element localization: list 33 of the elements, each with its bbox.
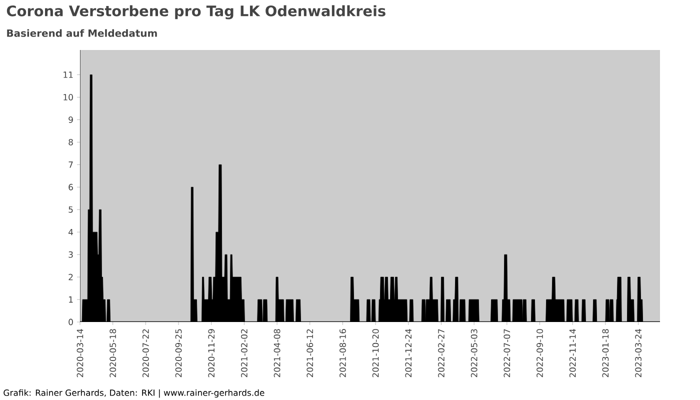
x-tick-label: 2022-05-03 bbox=[470, 329, 478, 378]
x-tick-label: 2020-07-22 bbox=[142, 329, 149, 378]
y-tick-label: 8 bbox=[68, 138, 73, 146]
x-tick-label: 2020-03-14 bbox=[76, 329, 84, 378]
x-tick-label: 2021-10-20 bbox=[372, 329, 379, 378]
x-tick-label: 2021-08-16 bbox=[340, 329, 346, 378]
y-tick-label: 1 bbox=[69, 296, 73, 303]
x-tick-label: 2022-09-10 bbox=[536, 329, 543, 378]
y-tick-label: 10 bbox=[64, 94, 73, 100]
x-tick-label: 2020-05-18 bbox=[110, 329, 116, 378]
y-tick-label: 9 bbox=[68, 116, 73, 123]
y-tick-label: 6 bbox=[68, 184, 73, 190]
x-tick-label: 2022-11-14 bbox=[569, 329, 576, 378]
y-tick-label: 2 bbox=[68, 274, 73, 280]
y-tick-label: 3 bbox=[68, 251, 73, 258]
chart-title: Corona Verstorbene pro Tag LK Odenwaldkreis bbox=[6, 5, 386, 20]
y-tick-label: 7 bbox=[68, 162, 73, 168]
x-tick-label: 2022-07-07 bbox=[504, 329, 510, 378]
x-tick-label: 2022-02-27 bbox=[438, 329, 444, 378]
x-tick-label: 2023-01-18 bbox=[602, 329, 609, 378]
y-tick-label: 0 bbox=[68, 318, 73, 326]
x-tick-label: 2021-02-02 bbox=[241, 329, 248, 378]
x-tick-label: 2020-09-25 bbox=[175, 329, 182, 378]
text: Grafik: Rainer Gerhards, Daten: RKI | www.rainer-gerhards.de bbox=[4, 389, 264, 398]
y-tick-label: 11 bbox=[64, 72, 73, 78]
x-tick-label: 2023-03-24 bbox=[635, 329, 642, 378]
x-tick-label: 2021-06-12 bbox=[306, 329, 314, 378]
x-tick-label: 2021-12-24 bbox=[405, 329, 412, 378]
y-tick-label: 4 bbox=[68, 228, 74, 236]
chart-subtitle: Basierend auf Meldedatum bbox=[7, 29, 157, 37]
x-tick-label: 2020-11-29 bbox=[208, 329, 215, 378]
y-tick-label: 5 bbox=[68, 206, 73, 213]
x-tick-label: 2021-04-08 bbox=[274, 329, 280, 378]
